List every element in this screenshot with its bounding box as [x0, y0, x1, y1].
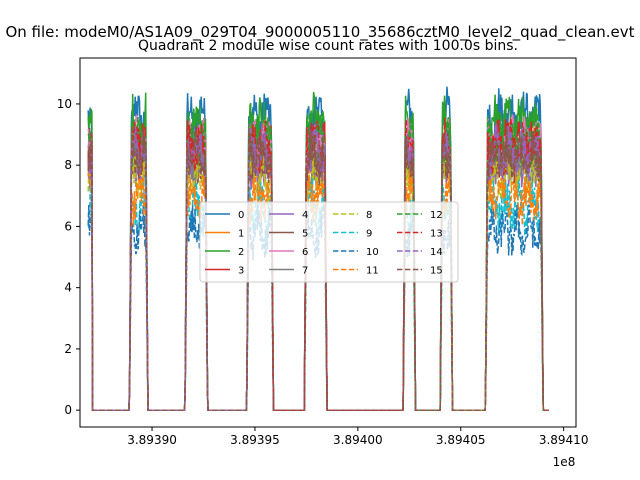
x-tick-label: 3.89410: [539, 433, 589, 447]
legend-label-13: 13: [430, 229, 443, 240]
legend-label-10: 10: [366, 247, 379, 258]
figure-suptitle: On file: modeM0/AS1A09_029T04_9000005110…: [5, 23, 634, 42]
legend-label-0: 0: [238, 210, 244, 221]
legend-label-11: 11: [366, 266, 379, 277]
legend-label-7: 7: [302, 266, 308, 277]
plot-area: [87, 86, 549, 411]
legend-label-15: 15: [430, 266, 443, 277]
legend-label-3: 3: [238, 266, 244, 277]
axes-frame: [79, 57, 577, 428]
legend-label-14: 14: [430, 247, 443, 258]
legend-label-5: 5: [302, 229, 308, 240]
y-tick-label: 2: [64, 342, 72, 356]
axes: 3.89390 3.89395 3.89400 3.89405 3.89410 0 2 4 6 8…: [57, 57, 589, 447]
legend-frame: [199, 201, 459, 283]
y-tick-label: 4: [64, 281, 72, 295]
series-line-14: [87, 122, 549, 411]
series-line-15: [87, 125, 549, 411]
legend-label-2: 2: [238, 247, 244, 258]
legend-label-6: 6: [302, 247, 308, 258]
x-tick-label: 3.89390: [127, 433, 177, 447]
y-tick-label: 0: [64, 403, 72, 417]
legend-label-1: 1: [238, 229, 244, 240]
y-tick-label: 10: [57, 97, 72, 111]
y-tick-label: 8: [64, 158, 72, 172]
x-tick-label: 3.89405: [436, 433, 486, 447]
legend-label-4: 4: [302, 210, 308, 221]
x-tick-label: 3.89395: [230, 433, 280, 447]
legend-label-8: 8: [366, 210, 372, 221]
legend-label-9: 9: [366, 229, 372, 240]
x-tick-label: 3.89400: [333, 433, 383, 447]
legend-label-12: 12: [430, 210, 443, 221]
y-tick-label: 6: [64, 219, 72, 233]
chart-title: Quadrant 2 module wise count rates with …: [138, 38, 518, 54]
x-offset-label: 1e8: [553, 455, 576, 469]
